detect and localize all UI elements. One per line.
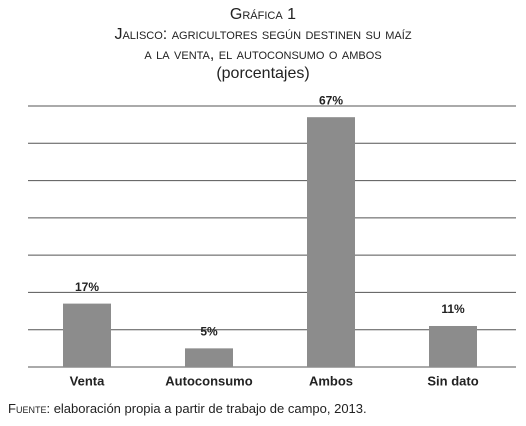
value-label: 17% [75,280,99,294]
x-tick-label: Venta [70,373,105,388]
x-tick-label: Ambos [309,373,353,388]
chart-subtitle: Jalisco: agricultores según destinen su … [114,26,411,43]
source-text: elaboración propia a partir de trabajo d… [54,401,367,416]
source-label: Fuente: [8,401,50,416]
x-tick-label: Autoconsumo [165,373,252,388]
chart-subtitle: a la venta, el autoconsumo o ambos [144,46,381,63]
bar [429,325,477,367]
chart-subtitle: (porcentajes) [216,65,309,82]
value-label: 11% [441,302,465,316]
bar [185,348,233,367]
x-tick-label: Sin dato [427,373,478,388]
bar [307,117,355,367]
value-label: 67% [319,93,343,107]
source: Fuente: elaboración propia a partir de t… [8,401,367,416]
value-label: 5% [200,325,218,339]
bar [63,303,111,367]
chart-title: Gráfica 1 [230,6,296,23]
